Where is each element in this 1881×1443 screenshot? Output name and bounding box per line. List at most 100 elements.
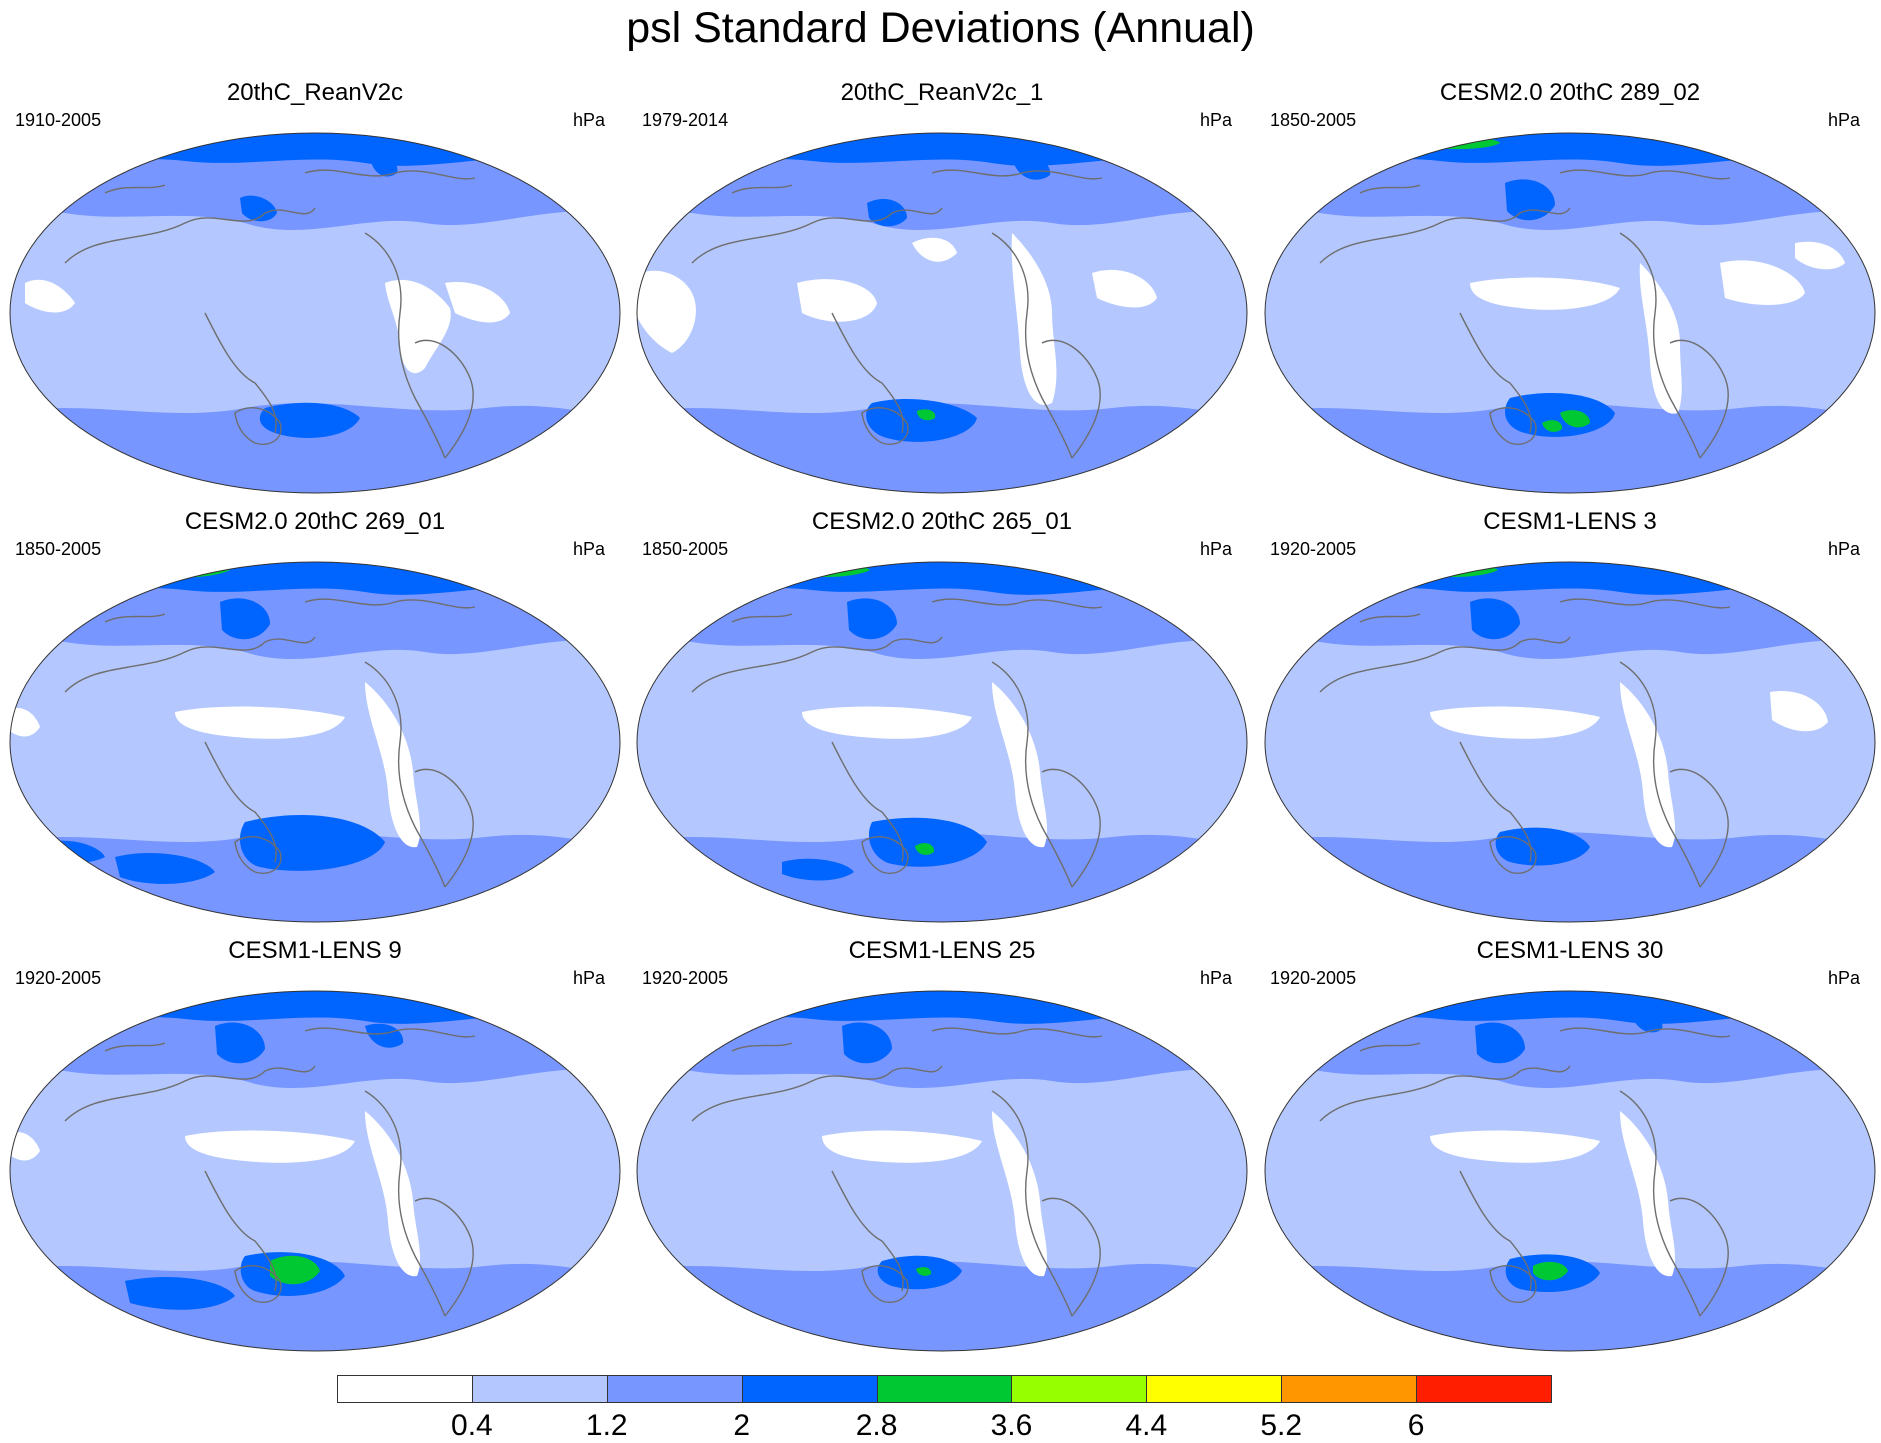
contour-layer	[1265, 562, 1875, 922]
contour-blob	[1542, 420, 1563, 432]
world-map	[636, 132, 1248, 494]
map-panel-8: CESM1-LENS 25 1920-2005 hPa	[632, 931, 1252, 1352]
contour-blob	[125, 1276, 235, 1310]
contour-blob	[185, 1130, 355, 1163]
contour-blob	[847, 598, 897, 640]
coastline	[991, 1090, 1073, 1317]
panel-units: hPa	[572, 539, 605, 559]
map-panel-1: 20thC_ReanV2c 1910-2005 hPa	[5, 73, 625, 494]
contour-blob	[797, 279, 877, 322]
panel-title: CESM1-LENS 25	[848, 937, 1036, 964]
panel-units: hPa	[1199, 110, 1232, 130]
panel-period: 1920-2005	[1270, 968, 1357, 988]
map-outline	[1264, 990, 1876, 1352]
contour-blob	[637, 270, 696, 353]
contour-blob	[1475, 1022, 1525, 1064]
panel-title: 20thC_ReanV2c_1	[840, 79, 1044, 106]
coastline	[1489, 836, 1537, 874]
colorbar-box	[1011, 1375, 1148, 1403]
contour-blob	[915, 843, 935, 855]
coastline	[1319, 207, 1571, 264]
contour-layer	[637, 562, 1247, 922]
map-panel-6: CESM1-LENS 3 1920-2005 hPa	[1260, 502, 1880, 923]
map-panel-3: CESM2.0 20thC 289_02 1850-2005 hPa	[1260, 73, 1880, 494]
coastline	[731, 613, 793, 623]
coastline	[1619, 1090, 1701, 1317]
panel-title: CESM2.0 20thC 265_01	[811, 508, 1073, 535]
coastline	[104, 613, 166, 623]
contour-blob	[370, 156, 398, 177]
map-panel-5: CESM2.0 20thC 265_01 1850-2005 hPa	[632, 502, 1252, 923]
panel-period: 1850-2005	[1270, 110, 1357, 130]
contour-blob	[867, 198, 907, 227]
coastline	[414, 339, 474, 459]
coastline	[364, 661, 446, 888]
coastline	[1459, 1170, 1532, 1292]
world-map	[9, 132, 621, 494]
colorbar-label: 3.6	[990, 1409, 1033, 1442]
panel-units: hPa	[1827, 539, 1860, 559]
contour-layer	[637, 991, 1247, 1351]
figure-title: psl Standard Deviations (Annual)	[626, 4, 1255, 52]
map-panel-4: CESM2.0 20thC 269_01 1850-2005 hPa	[5, 502, 625, 923]
coastline	[1041, 1197, 1101, 1317]
map-outline	[636, 132, 1248, 494]
map-outline	[1264, 132, 1876, 494]
contour-blob	[1280, 441, 1350, 464]
coastline	[204, 312, 277, 434]
colorbar-boxes	[337, 1375, 1552, 1403]
coastline	[931, 1027, 1103, 1038]
colorbar-box	[876, 1375, 1013, 1403]
map-outline	[1264, 561, 1876, 923]
contour-blob	[240, 195, 277, 222]
contour-blob	[1470, 277, 1620, 310]
contour-blob	[175, 706, 345, 739]
map-panel-7: CESM1-LENS 9 1920-2005 hPa	[5, 931, 625, 1352]
contour-blob	[1505, 179, 1555, 221]
contour-blob	[1795, 241, 1845, 270]
coastline	[931, 598, 1103, 609]
coastline	[1319, 636, 1571, 693]
panel-title: CESM2.0 20thC 269_01	[184, 508, 446, 535]
contour-blob	[445, 282, 510, 323]
coastline	[991, 661, 1073, 888]
panel-units: hPa	[572, 110, 605, 130]
map-panel-9: CESM1-LENS 30 1920-2005 hPa	[1260, 931, 1880, 1352]
contour-blob	[270, 1255, 320, 1285]
contour-blob	[220, 598, 270, 640]
coastline	[861, 407, 909, 445]
contour-blob	[115, 852, 215, 884]
coastline	[414, 768, 474, 888]
contour-blob	[1505, 393, 1615, 437]
panel-units: hPa	[572, 968, 605, 988]
colorbar-box	[606, 1375, 743, 1403]
world-map	[636, 561, 1248, 923]
colorbar-box	[741, 1375, 878, 1403]
coastline	[1359, 1042, 1421, 1052]
contour-blob	[1430, 706, 1600, 739]
colorbar-box	[1146, 1375, 1283, 1403]
panel-units: hPa	[1199, 968, 1232, 988]
coastline	[1459, 312, 1532, 434]
colorbar-box	[471, 1375, 608, 1403]
panel-period: 1920-2005	[15, 968, 102, 988]
coastline	[731, 184, 793, 194]
map-outline	[9, 132, 621, 494]
panel-title: 20thC_ReanV2c	[226, 79, 404, 106]
map-outline	[9, 990, 621, 1352]
panel-period: 1979-2014	[642, 110, 729, 130]
map-outline	[636, 990, 1248, 1352]
coastline	[414, 1197, 474, 1317]
contour-blob	[1495, 827, 1590, 866]
coastline	[64, 1065, 316, 1122]
coastline	[1619, 661, 1701, 888]
panel-units: hPa	[1199, 539, 1232, 559]
coastline	[104, 1042, 166, 1052]
contour-blob	[259, 402, 360, 438]
contour-blob	[912, 237, 957, 262]
coastline	[691, 636, 943, 693]
coastline	[64, 207, 316, 264]
contour-blob	[916, 1267, 932, 1276]
coastline	[831, 741, 904, 863]
coastline	[831, 312, 904, 434]
